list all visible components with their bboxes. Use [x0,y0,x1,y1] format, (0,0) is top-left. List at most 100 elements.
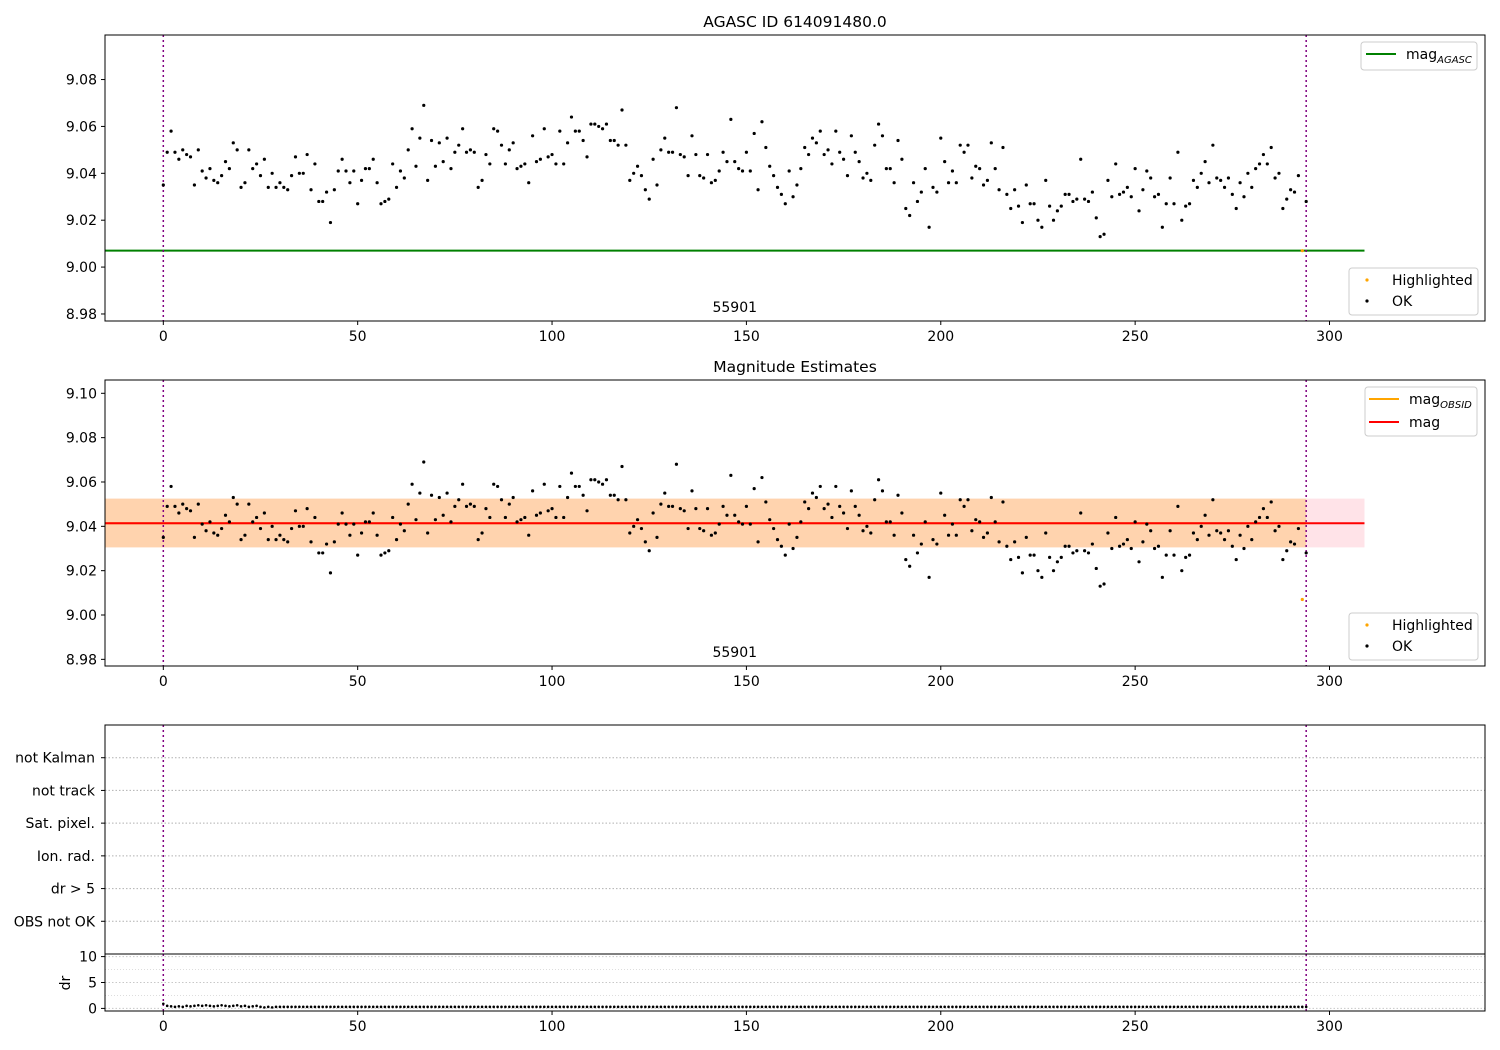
y-axis-label: dr [58,975,74,990]
dr-point [647,1005,651,1009]
dr-point [1300,1005,1304,1009]
legend-label: mag [1409,415,1440,431]
dr-point [729,1005,733,1009]
ok-point [958,143,962,147]
dr-point [1083,1005,1086,1009]
ok-point [744,504,749,508]
ok-point [705,506,710,511]
ok-point [795,183,799,187]
ok-point [453,504,457,508]
x-tick-label: 200 [927,329,954,345]
ok-point [464,150,469,154]
dr-point [846,1005,849,1009]
dr-point [169,1005,173,1008]
ok-point [480,178,484,182]
dr-point [752,1005,756,1009]
ok-point [911,181,916,185]
ok-point [1048,555,1052,559]
ok-point [643,540,647,544]
panel-title: Magnitude Estimates [713,358,877,376]
ok-point [1164,202,1168,206]
ok-point [1032,553,1036,557]
ok-point [783,202,787,206]
ok-point [674,106,679,110]
dr-point [970,1005,974,1009]
dr-point [663,1005,667,1009]
dr-point [181,1005,185,1009]
ok-point [880,489,885,493]
dr-point [923,1005,927,1009]
dr-point [783,1005,787,1009]
ok-point [981,535,986,540]
ok-point [1273,176,1277,180]
ok-point [900,157,904,161]
legend-lower[interactable]: Highlighted OK [1348,267,1479,316]
ok-point [550,152,554,157]
ok-point [192,183,197,187]
ok-point [888,167,892,171]
ok-point [1048,204,1052,208]
ok-point [1180,218,1184,222]
ok-point [441,513,445,517]
ok-point [527,533,531,537]
ok-point [803,500,807,504]
dr-point [733,1005,737,1009]
ok-point [1075,197,1079,201]
ok-point [655,183,659,187]
ok-point [554,515,558,520]
ok-point [892,181,896,185]
dr-point [457,1005,461,1009]
ok-point [795,535,799,540]
dr-point [204,1004,208,1007]
ok-point [1028,553,1032,557]
ok-point [931,538,935,542]
ok-point [1215,529,1219,533]
ok-point [387,549,391,553]
dr-point [426,1005,429,1009]
x-tick-label: 50 [349,1019,367,1035]
ok-point [1051,218,1056,222]
legend-upper[interactable]: magAGASC [1360,41,1478,71]
dr-point [1013,1005,1016,1009]
dr-point [818,1005,822,1009]
dr-point [418,1005,422,1009]
ok-point [1246,171,1250,175]
ok-point [950,522,955,526]
ok-point [492,127,496,131]
ok-point [667,150,671,154]
ok-point [196,502,200,506]
legend-upper[interactable]: magOBSID mag [1364,386,1478,437]
dr-point [1304,1005,1308,1009]
ok-point [834,484,838,489]
ok-point [406,148,410,152]
ok-point [488,162,492,166]
ok-point [523,515,527,520]
ok-point [737,520,741,524]
dr-point [667,1005,670,1009]
ok-point [1285,549,1289,553]
legend-marker-ok [1365,644,1369,648]
ok-point [873,143,877,147]
ok-point [744,150,749,154]
ok-point [383,199,387,204]
ok-point [1195,538,1199,542]
dr-point [1126,1005,1129,1009]
dr-point [955,1005,958,1009]
ok-point [787,169,791,173]
ok-point [379,202,383,206]
dr-point [554,1005,558,1009]
ok-point [670,504,675,508]
ok-point [838,150,842,154]
legend-lower[interactable]: Highlighted OK [1348,612,1479,661]
ok-point [468,502,473,506]
ok-point [173,150,177,154]
dr-point [1281,1005,1285,1009]
ok-point [558,484,562,489]
dr-point [1017,1005,1020,1009]
ok-point [1219,178,1223,182]
dr-point [391,1005,394,1009]
x-tick-label: 300 [1316,674,1343,690]
ok-point [192,535,197,540]
dr-point [1067,1005,1071,1009]
ok-point [169,484,173,489]
